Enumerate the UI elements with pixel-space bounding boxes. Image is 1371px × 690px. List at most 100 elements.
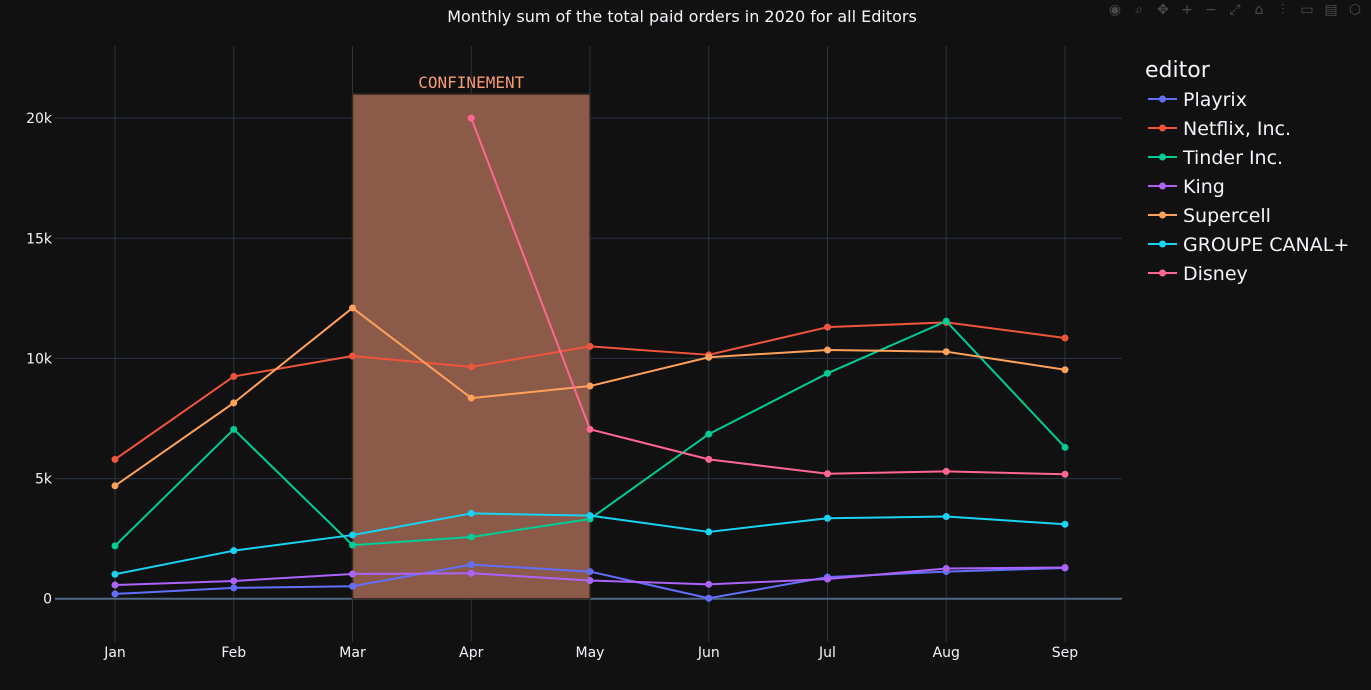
x-tick-label: Jun <box>697 645 720 661</box>
legend-swatch-marker <box>1159 182 1166 190</box>
data-point <box>349 304 356 312</box>
pan-icon[interactable]: ✥ <box>1157 2 1169 18</box>
modebar[interactable]: ◉ ⌕ ✥ + − ⤢ ⌂ ⫶ ▭ ▤ ⬡ <box>1107 2 1363 18</box>
data-point <box>586 425 594 433</box>
data-point <box>230 547 238 555</box>
legend-label: Playrix <box>1183 89 1247 111</box>
data-point <box>467 114 475 122</box>
data-point <box>467 394 475 402</box>
plotly-logo-icon[interactable]: ⬡ <box>1348 2 1362 18</box>
data-point <box>467 533 475 541</box>
spike-lines-icon[interactable]: ⫶ <box>1281 2 1285 18</box>
chart-title: Monthly sum of the total paid orders in … <box>447 7 917 26</box>
data-point <box>1061 334 1069 342</box>
data-point <box>705 580 713 588</box>
legend-swatch-marker <box>1159 211 1166 219</box>
legend-swatch-marker <box>1159 269 1166 277</box>
legend-label: King <box>1183 176 1225 198</box>
camera-icon[interactable]: ◉ <box>1108 2 1122 18</box>
data-point <box>942 564 950 572</box>
data-point <box>824 323 831 331</box>
legend[interactable]: editor Playrix Netflix, Inc. Tinder Inc. Ki… <box>1145 58 1349 285</box>
data-point <box>230 372 238 380</box>
y-tick-label: 10k <box>26 351 53 367</box>
legend-item[interactable]: Netflix, Inc. <box>1148 118 1291 140</box>
legend-label: Netflix, Inc. <box>1183 118 1291 140</box>
data-point <box>467 561 475 569</box>
x-tick-label: Feb <box>221 645 246 661</box>
legend-swatch-marker <box>1159 95 1166 103</box>
y-tick-label: 20k <box>26 111 53 127</box>
data-point <box>349 531 356 539</box>
x-tick-label: May <box>576 645 605 661</box>
y-tick-label: 5k <box>35 472 53 488</box>
data-point <box>942 513 950 521</box>
data-point <box>824 369 831 377</box>
data-point <box>586 512 594 520</box>
confinement-rect <box>351 93 591 600</box>
x-tick-label: Sep <box>1052 645 1079 661</box>
legend-item[interactable]: Supercell <box>1148 205 1271 227</box>
series <box>111 564 1069 589</box>
data-point <box>586 576 594 584</box>
data-point <box>942 348 950 356</box>
data-point <box>1061 366 1069 374</box>
zoom-in-icon[interactable]: + <box>1181 2 1193 18</box>
data-point <box>824 346 831 354</box>
autoscale-icon[interactable]: ⤢ <box>1229 2 1241 18</box>
legend-item[interactable]: King <box>1148 176 1225 198</box>
data-point <box>824 514 831 522</box>
data-point <box>111 542 119 550</box>
data-point <box>349 582 356 590</box>
legend-item[interactable]: GROUPE CANAL+ <box>1148 234 1349 256</box>
data-point <box>586 568 594 576</box>
data-point <box>349 570 356 578</box>
legend-item[interactable]: Playrix <box>1148 89 1247 111</box>
data-point <box>824 470 831 478</box>
data-point <box>1061 443 1069 451</box>
x-tick-label: Aug <box>933 645 960 661</box>
data-point <box>111 482 119 490</box>
legend-swatch-marker <box>1159 124 1166 132</box>
data-point <box>467 363 475 371</box>
zoom-out-icon[interactable]: − <box>1205 2 1217 18</box>
data-point <box>705 528 713 536</box>
data-point <box>1061 520 1069 528</box>
x-tick-label: Apr <box>459 645 483 661</box>
data-point <box>705 430 713 438</box>
x-tick-label: Mar <box>339 645 366 661</box>
data-point <box>1061 470 1069 478</box>
legend-item[interactable]: Disney <box>1148 263 1248 285</box>
legend-title: editor <box>1145 58 1211 83</box>
data-point <box>942 317 950 325</box>
data-point <box>586 382 594 390</box>
reset-axes-icon[interactable]: ⌂ <box>1254 2 1264 18</box>
data-point <box>111 581 119 589</box>
legend-swatch-marker <box>1159 240 1166 248</box>
hover-closest-icon[interactable]: ▭ <box>1300 2 1314 18</box>
series-group <box>111 114 1069 602</box>
data-point <box>467 509 475 517</box>
data-point <box>111 455 119 463</box>
legend-label: GROUPE CANAL+ <box>1183 234 1349 256</box>
y-tick-label: 0 <box>43 592 52 608</box>
data-point <box>705 353 713 361</box>
zoom-icon[interactable]: ⌕ <box>1135 2 1143 18</box>
series <box>111 304 1069 490</box>
data-point <box>1061 564 1069 571</box>
series <box>111 561 1069 602</box>
data-point <box>349 541 356 549</box>
data-point <box>230 425 238 433</box>
x-tick-label: Jul <box>818 645 836 661</box>
data-point <box>230 399 238 407</box>
data-point <box>230 577 238 585</box>
legend-item[interactable]: Tinder Inc. <box>1148 147 1283 169</box>
legend-label: Supercell <box>1183 205 1271 227</box>
legend-swatch-marker <box>1159 153 1166 161</box>
data-point <box>705 455 713 463</box>
confinement-label: CONFINEMENT <box>418 73 524 92</box>
x-tick-label: Jan <box>103 645 126 661</box>
hover-compare-icon[interactable]: ▤ <box>1324 2 1338 18</box>
series-line <box>470 117 1066 476</box>
